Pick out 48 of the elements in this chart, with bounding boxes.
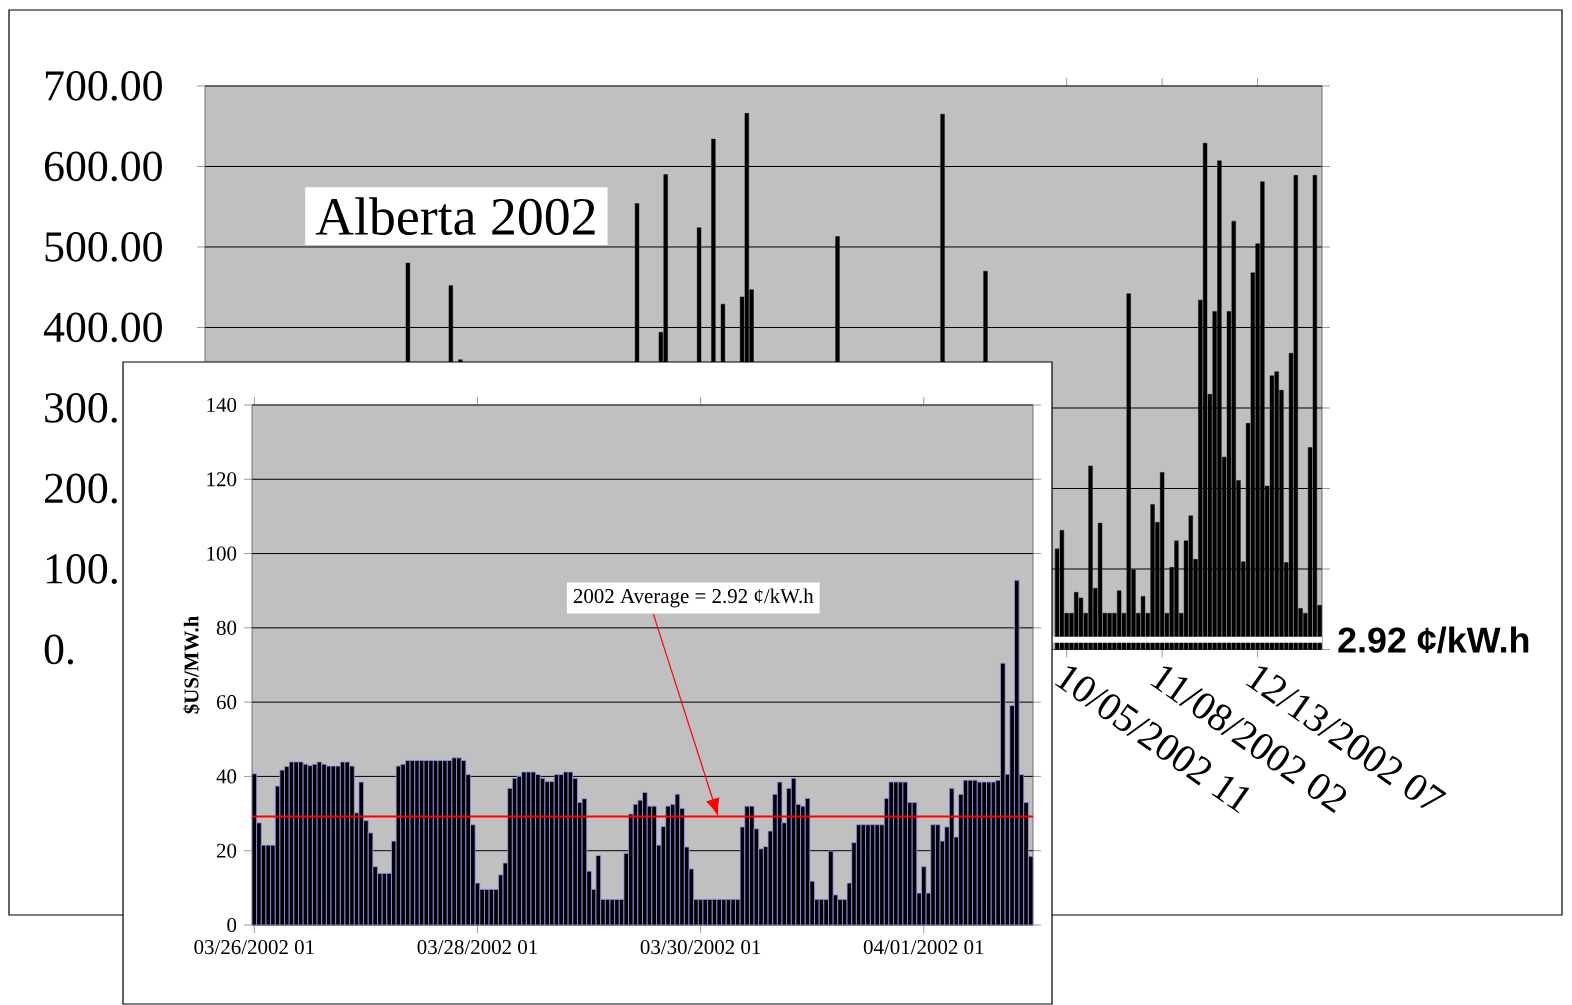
- y-tick-label: 500.00: [45, 232, 162, 262]
- bar: [674, 793, 681, 926]
- y-tick-label: 80: [216, 620, 237, 635]
- y-tick-label: 40: [216, 769, 237, 784]
- y-axis-title: $US/MW.h: [183, 615, 200, 714]
- y-tick-label: 300.: [45, 393, 117, 423]
- y-tick-label: 600.00: [44, 151, 162, 182]
- bar: [860, 824, 867, 926]
- bar: [423, 760, 430, 926]
- x-tick-label: 03/30/2002 01: [640, 940, 761, 955]
- ref-line-label: 2.92 ¢/kW.h: [1338, 626, 1529, 654]
- bar: [902, 781, 908, 926]
- annotation: 2002 Average = 2.92 ¢/kW.h: [573, 588, 814, 608]
- bar: [544, 781, 550, 926]
- bar: [1140, 596, 1146, 650]
- x-tick-label: 03/26/2002 01: [194, 940, 314, 955]
- text: Alberta 2002: [315, 197, 595, 236]
- bar: [330, 765, 337, 926]
- bar: [307, 765, 313, 926]
- x-tick-label: 04/01/2002 01: [863, 940, 984, 955]
- bar: [558, 774, 564, 926]
- bar: [409, 760, 416, 926]
- bar: [265, 844, 271, 926]
- y-tick-label: 100: [207, 546, 237, 561]
- x-tick-label: 03/28/2002 01: [417, 940, 537, 955]
- bar: [874, 824, 881, 926]
- bar: [344, 761, 351, 926]
- bar: [716, 898, 722, 926]
- bar: [609, 898, 616, 926]
- y-tick-label: 20: [216, 843, 237, 858]
- y-tick-label: 700.00: [45, 71, 162, 101]
- bar: [595, 855, 602, 926]
- y-tick-label: 60: [216, 695, 237, 710]
- y-tick-label: 0: [227, 917, 237, 933]
- y-tick-label: 200.: [44, 473, 117, 504]
- bar: [702, 898, 709, 926]
- y-tick-label: 140: [207, 397, 237, 413]
- y-tick-label: 100.: [46, 554, 117, 584]
- y-tick-label: 120: [207, 472, 237, 487]
- bar: [981, 781, 987, 926]
- y-tick-label: 0.: [44, 634, 74, 665]
- bar: [730, 898, 736, 926]
- bar: [316, 761, 323, 926]
- bar: [651, 805, 657, 926]
- bar: [437, 760, 444, 926]
- bar: [888, 781, 894, 926]
- y-tick-label: 400.00: [43, 312, 162, 343]
- bar: [488, 888, 495, 926]
